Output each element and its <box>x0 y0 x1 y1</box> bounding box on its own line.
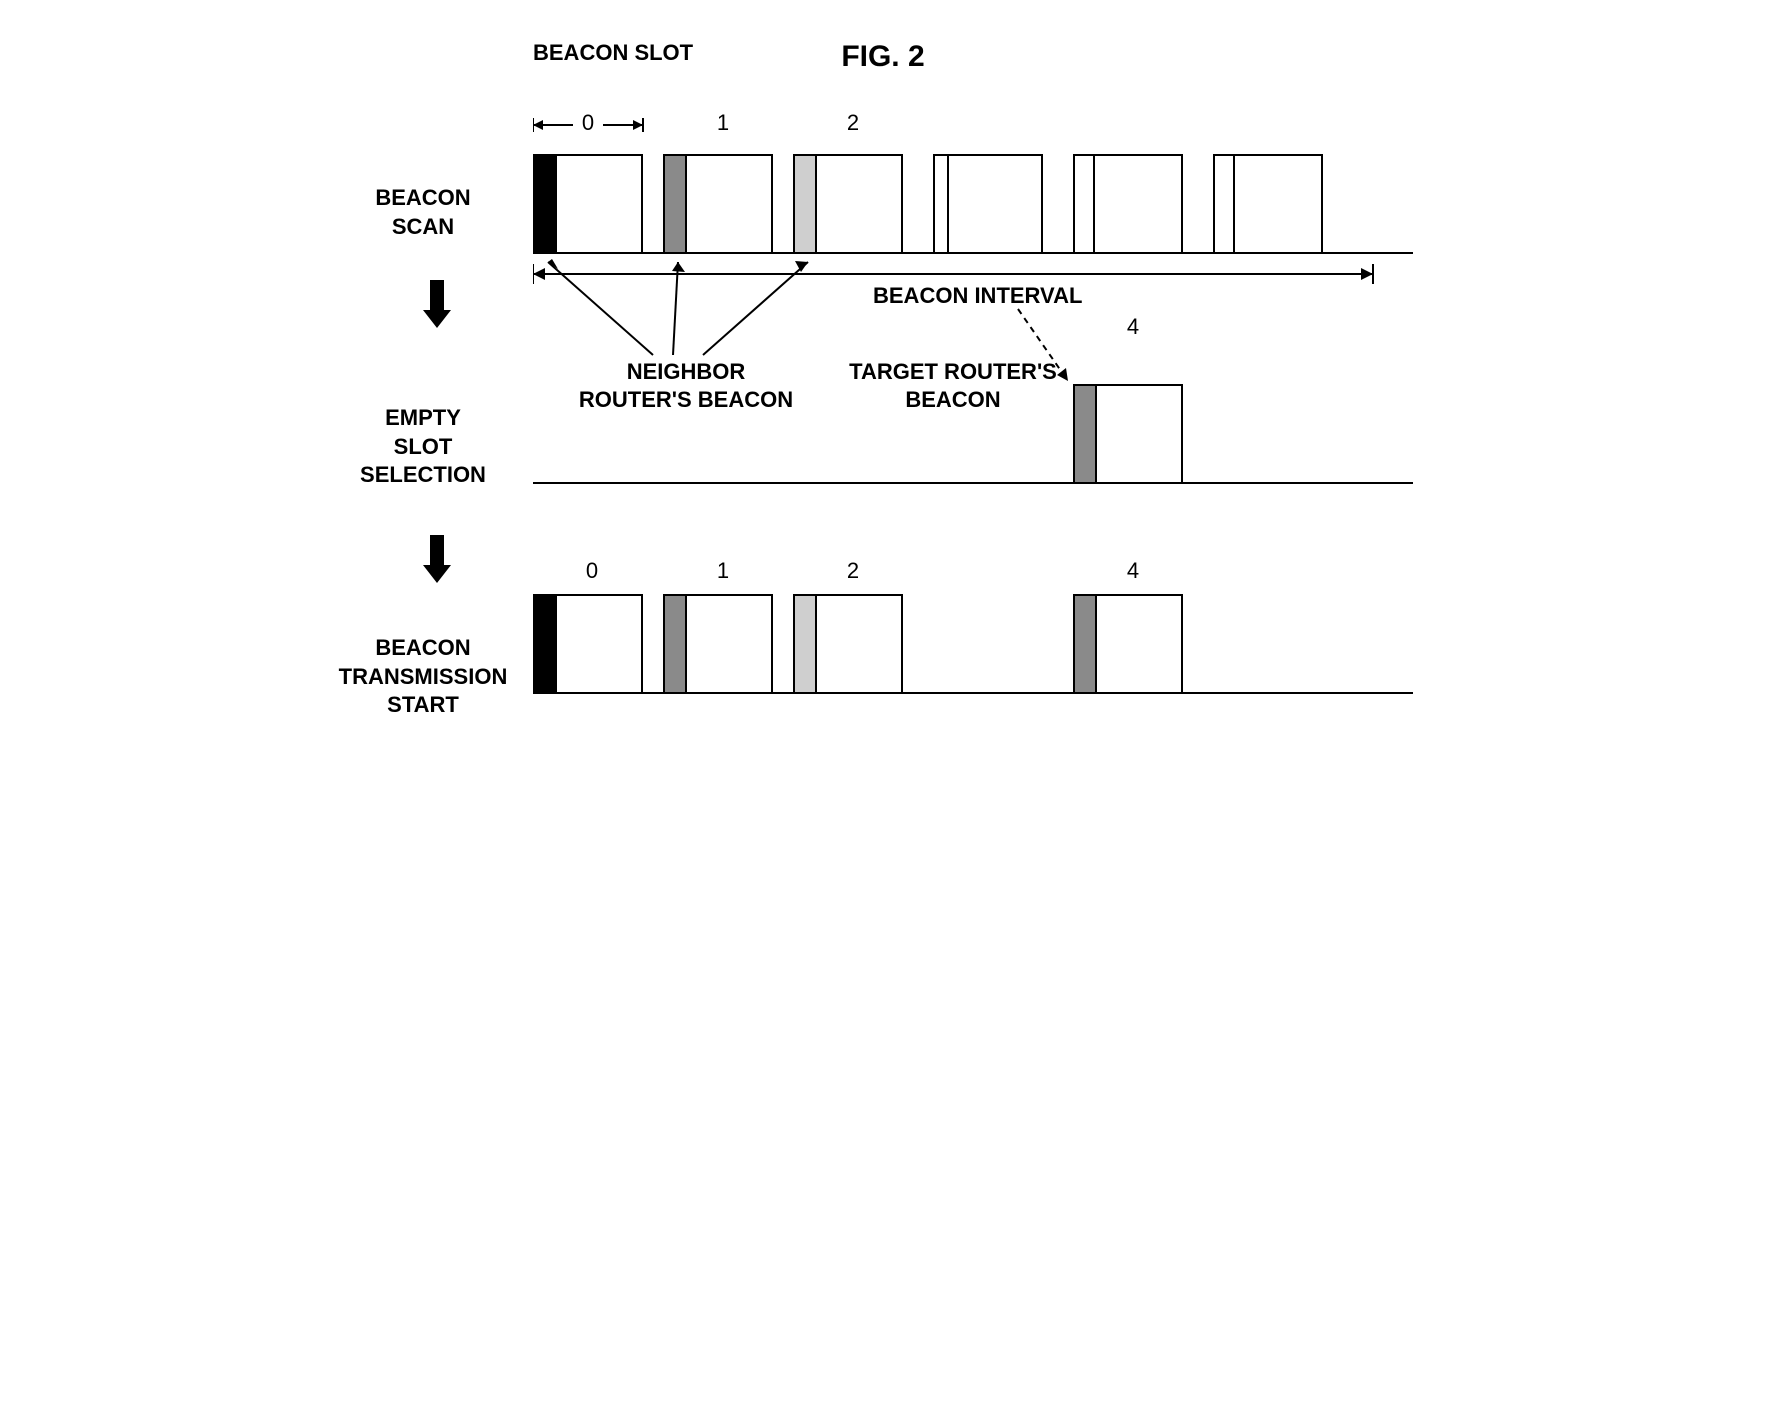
tx-slot-num-2: 2 <box>838 558 868 584</box>
scan-slot-3 <box>933 154 1043 254</box>
beacon-interval-label: BEACON INTERVAL <box>873 282 1133 310</box>
slot-num-2: 2 <box>838 110 868 136</box>
timeline-empty: 4 <box>533 344 1413 504</box>
row-label-transmit: BEACON TRANSMISSION START <box>323 634 523 720</box>
baseline-empty <box>533 482 1413 484</box>
figure-container: FIG. 2 BEACON SLOT BEACON SCAN 0 1 2 <box>333 40 1433 754</box>
timeline-transmit: 0 1 2 4 <box>533 554 1413 714</box>
tx-slot-num-0: 0 <box>577 558 607 584</box>
scan-beacon-0 <box>533 154 557 254</box>
tx-beacon-1 <box>663 594 687 694</box>
tx-l1: BEACON <box>375 635 470 660</box>
empty-l3: SELECTION <box>360 462 486 487</box>
row-label-scan: BEACON SCAN <box>323 184 523 241</box>
empty-l2: SLOT <box>394 434 453 459</box>
slot-width-marker <box>533 114 1413 154</box>
scan-slot-3-innerline <box>947 154 949 254</box>
row-label-scan-l2: SCAN <box>392 214 454 239</box>
scan-beacon-1 <box>663 154 687 254</box>
row-label-scan-l1: BEACON <box>375 185 470 210</box>
tx-l2: TRANSMISSION <box>339 664 508 689</box>
slot-num-0: 0 <box>573 110 603 136</box>
row-transmit: BEACON TRANSMISSION START 0 1 2 4 <box>333 554 1433 754</box>
scan-slot-5-innerline <box>1233 154 1235 254</box>
timeline-scan: 0 1 2 <box>533 114 1413 294</box>
scan-slot-4-innerline <box>1093 154 1095 254</box>
empty-l1: EMPTY <box>385 405 461 430</box>
tx-slot-num-4: 4 <box>1118 558 1148 584</box>
empty-slot-num: 4 <box>1118 314 1148 340</box>
tx-beacon-2 <box>793 594 817 694</box>
tx-beacon-0 <box>533 594 557 694</box>
beacon-slot-label: BEACON SLOT <box>533 40 693 66</box>
tx-beacon-4 <box>1073 594 1097 694</box>
scan-slot-5 <box>1213 154 1323 254</box>
row-label-empty: EMPTY SLOT SELECTION <box>323 404 523 490</box>
arrow-scan-to-selection <box>423 280 451 328</box>
tx-l3: START <box>387 692 459 717</box>
figure-title: FIG. 2 <box>333 40 1433 74</box>
empty-beacon-4 <box>1073 384 1097 484</box>
scan-slot-4 <box>1073 154 1183 254</box>
slot-num-1: 1 <box>708 110 738 136</box>
scan-beacon-2 <box>793 154 817 254</box>
tx-slot-num-1: 1 <box>708 558 738 584</box>
row-empty-slot: EMPTY SLOT SELECTION 4 <box>333 344 1433 524</box>
row-beacon-scan: BEACON SCAN 0 1 2 <box>333 114 1433 344</box>
